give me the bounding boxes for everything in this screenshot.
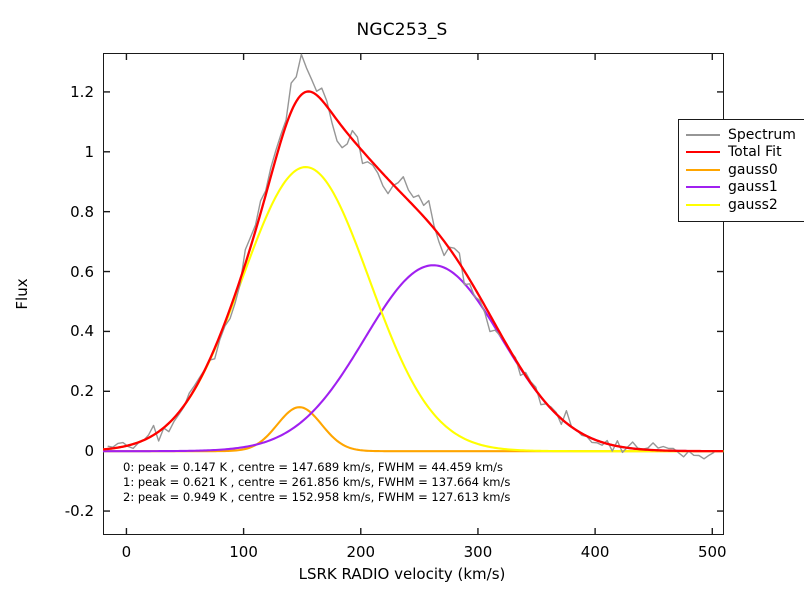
y-tick-label: 0.4 [70, 322, 94, 341]
y-tick-label: 1 [84, 142, 94, 161]
curve-gauss2 [103, 166, 724, 453]
fit-parameter-line: 0: peak = 0.147 K , centre = 147.689 km/… [123, 460, 504, 474]
legend-label: Total Fit [728, 144, 782, 161]
y-tick-label: 0.6 [70, 262, 94, 281]
x-tick-label: 0 [121, 543, 132, 561]
legend: Spectrum Total Fit gauss0 gauss1 gauss2 [678, 119, 804, 222]
x-tick-label: 100 [229, 543, 258, 561]
y-axis-label: Flux [13, 278, 31, 310]
x-axis-label: LSRK RADIO velocity (km/s) [298, 565, 506, 583]
legend-item-gauss2: gauss2 [686, 196, 804, 214]
y-tick-label: -0.2 [64, 502, 94, 521]
curve-spectrum [107, 53, 715, 460]
curve-gauss1 [103, 264, 724, 453]
legend-item-gauss1: gauss1 [686, 179, 804, 197]
fit-parameter-line: 1: peak = 0.621 K , centre = 261.856 km/… [123, 475, 511, 490]
y-tick-label: 0 [84, 442, 94, 461]
legend-item-total-fit: Total Fit [686, 144, 804, 162]
plot-axes: Spectrum Total Fit gauss0 gauss1 gauss2 -0.2… [65, 53, 804, 561]
fit-parameters-annotation: 0: peak = 0.147 K , centre = 147.689 km/… [123, 460, 510, 506]
legend-swatch-icon [686, 203, 720, 206]
page-title: NGC253_S [356, 20, 448, 40]
axes-frame [103, 53, 724, 535]
curve-total-fit [103, 90, 724, 453]
x-tick-label: 400 [580, 543, 610, 561]
legend-item-gauss0: gauss0 [686, 161, 804, 179]
fit-parameter-line: 2: peak = 0.949 K , centre = 152.958 km/… [123, 490, 511, 505]
legend-label: gauss1 [728, 179, 778, 196]
legend-label: Spectrum [728, 126, 796, 143]
legend-label: gauss0 [728, 161, 778, 178]
y-tick-label: 1.2 [70, 82, 94, 101]
legend-item-spectrum: Spectrum [686, 126, 804, 144]
x-tick-label: 300 [463, 543, 493, 561]
legend-swatch-icon [686, 186, 720, 189]
x-tick-label: 200 [346, 543, 376, 561]
legend-label: gauss2 [728, 196, 778, 213]
x-tick-label: 500 [697, 543, 727, 561]
y-tick-label: 0.8 [70, 202, 94, 221]
legend-swatch-icon [686, 133, 720, 136]
legend-swatch-icon [686, 151, 720, 154]
legend-swatch-icon [686, 168, 720, 171]
y-tick-label: 0.2 [70, 382, 94, 401]
plot-canvas [103, 53, 724, 535]
